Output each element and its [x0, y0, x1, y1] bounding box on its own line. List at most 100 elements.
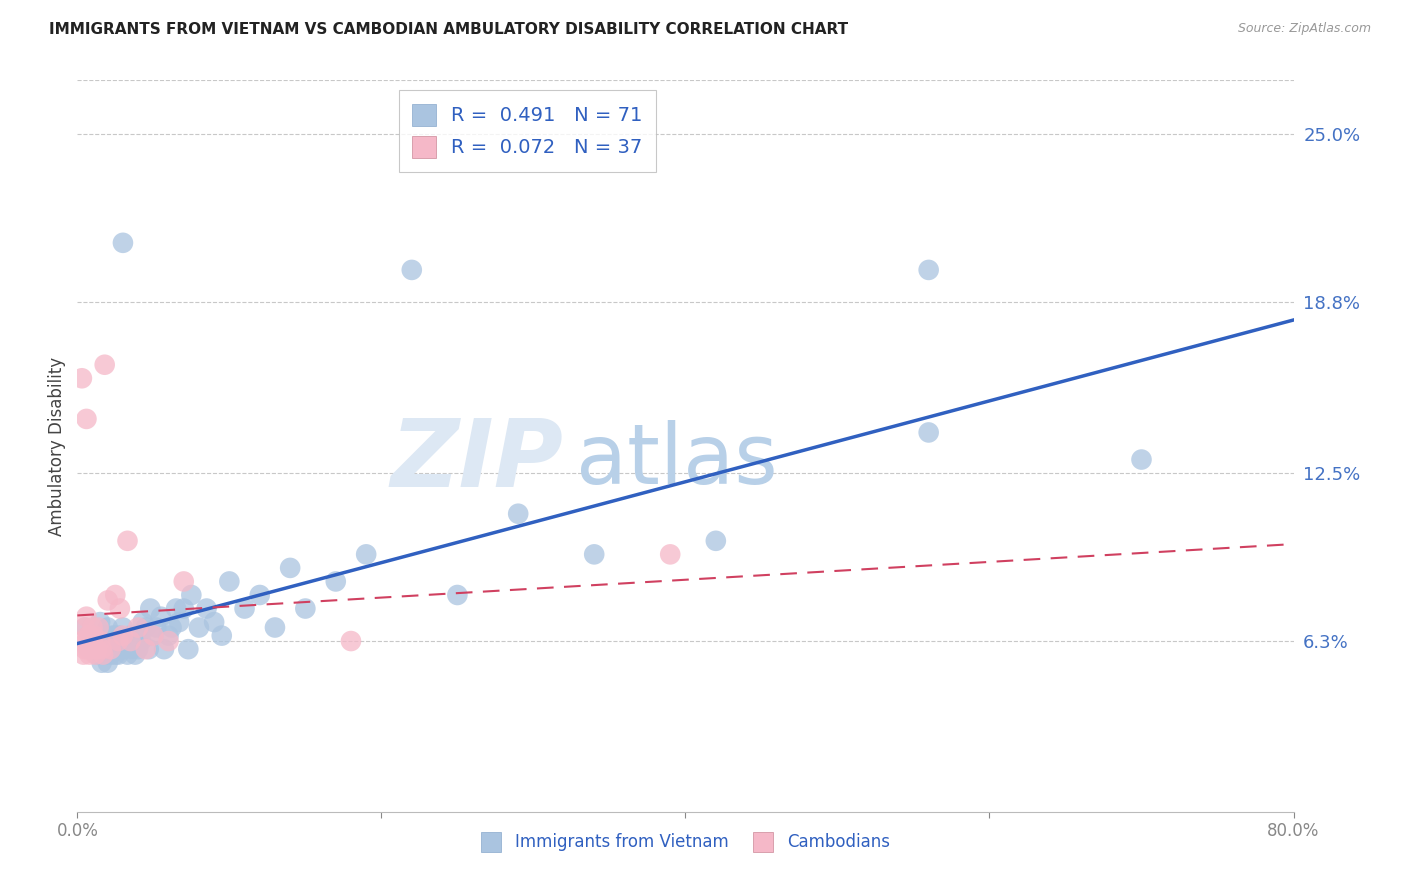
Point — [211, 629, 233, 643]
Point — [84, 648, 107, 662]
Point — [129, 634, 152, 648]
Point — [87, 620, 110, 634]
Point — [294, 601, 316, 615]
Point — [583, 547, 606, 561]
Text: atlas: atlas — [576, 420, 778, 501]
Point — [180, 588, 202, 602]
Point — [96, 637, 118, 651]
Point — [75, 634, 97, 648]
Text: Source: ZipAtlas.com: Source: ZipAtlas.com — [1237, 22, 1371, 36]
Point — [165, 601, 187, 615]
Point — [153, 642, 176, 657]
Point — [115, 634, 138, 648]
Point — [121, 642, 143, 657]
Point — [93, 629, 115, 643]
Point — [249, 588, 271, 602]
Point — [142, 629, 165, 643]
Point — [149, 609, 172, 624]
Point — [79, 642, 101, 657]
Point — [103, 637, 125, 651]
Point — [82, 634, 104, 648]
Point — [97, 656, 120, 670]
Point — [80, 642, 103, 657]
Point — [340, 634, 363, 648]
Point — [91, 648, 114, 662]
Point — [107, 634, 129, 648]
Point — [90, 656, 112, 670]
Point — [107, 648, 129, 662]
Point — [93, 648, 115, 662]
Point — [446, 588, 468, 602]
Point — [157, 634, 180, 648]
Text: ZIP: ZIP — [391, 415, 564, 507]
Point — [108, 601, 131, 615]
Point — [89, 634, 111, 648]
Point — [160, 620, 183, 634]
Point — [120, 629, 142, 643]
Point — [100, 648, 122, 662]
Point — [86, 642, 108, 657]
Point — [98, 642, 121, 657]
Point — [100, 642, 122, 657]
Point — [508, 507, 530, 521]
Point — [111, 629, 134, 643]
Point — [188, 620, 211, 634]
Point — [120, 634, 142, 648]
Point — [142, 629, 165, 643]
Point — [278, 561, 301, 575]
Point — [325, 574, 347, 589]
Point — [173, 574, 195, 589]
Point — [93, 358, 115, 372]
Point — [135, 620, 157, 634]
Point — [111, 620, 134, 634]
Point — [127, 629, 149, 643]
Point — [117, 648, 139, 662]
Point — [75, 412, 97, 426]
Point — [918, 425, 941, 440]
Point — [104, 629, 127, 643]
Point — [138, 642, 160, 657]
Point — [401, 263, 423, 277]
Point — [354, 547, 377, 561]
Point — [233, 601, 256, 615]
Point — [73, 642, 96, 657]
Point — [122, 634, 145, 648]
Point — [111, 642, 134, 657]
Point — [79, 629, 101, 643]
Point — [89, 634, 111, 648]
Point — [101, 629, 124, 643]
Point — [83, 629, 105, 643]
Point — [157, 629, 180, 643]
Point — [89, 615, 111, 629]
Point — [135, 642, 157, 657]
Point — [145, 620, 167, 634]
Point — [77, 642, 100, 657]
Point — [83, 642, 105, 657]
Point — [105, 642, 128, 657]
Point — [97, 620, 120, 634]
Point — [104, 588, 127, 602]
Point — [124, 648, 146, 662]
Point — [659, 547, 682, 561]
Point — [167, 615, 190, 629]
Point — [195, 601, 218, 615]
Point — [82, 620, 104, 634]
Y-axis label: Ambulatory Disability: Ambulatory Disability — [48, 357, 66, 535]
Point — [107, 634, 129, 648]
Point — [70, 634, 93, 648]
Point — [84, 637, 107, 651]
Point — [139, 601, 162, 615]
Point — [127, 642, 149, 657]
Point — [264, 620, 287, 634]
Point — [918, 263, 941, 277]
Point — [101, 642, 124, 657]
Text: IMMIGRANTS FROM VIETNAM VS CAMBODIAN AMBULATORY DISABILITY CORRELATION CHART: IMMIGRANTS FROM VIETNAM VS CAMBODIAN AMB… — [49, 22, 848, 37]
Point — [82, 629, 104, 643]
Point — [70, 371, 93, 385]
Point — [127, 620, 149, 634]
Point — [75, 609, 97, 624]
Point — [91, 642, 114, 657]
Point — [73, 620, 96, 634]
Point — [108, 629, 131, 643]
Point — [79, 648, 101, 662]
